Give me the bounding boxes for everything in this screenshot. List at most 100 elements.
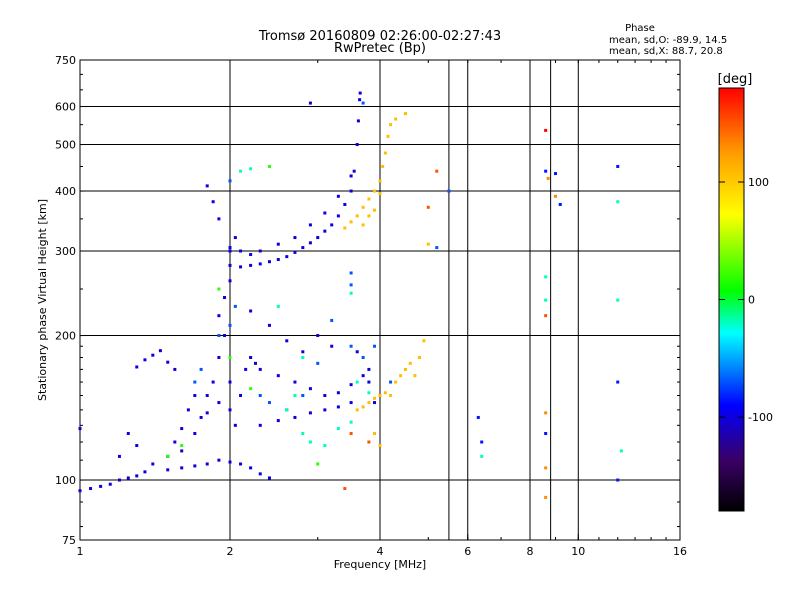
data-point	[544, 466, 548, 470]
data-point	[336, 405, 340, 409]
data-point	[249, 355, 253, 359]
data-point	[373, 208, 377, 212]
data-point	[78, 489, 82, 493]
data-point	[316, 462, 320, 466]
data-point	[308, 223, 312, 227]
data-point	[239, 394, 243, 398]
colorbar-ticks: -100 0 100	[718, 87, 773, 512]
data-point	[422, 339, 426, 343]
data-point	[373, 189, 377, 193]
colorbar-frame	[718, 87, 745, 512]
data-point	[180, 466, 184, 470]
data-point	[544, 495, 548, 499]
data-point	[349, 220, 353, 224]
data-point	[276, 258, 280, 262]
data-point	[355, 214, 359, 218]
data-point	[361, 405, 365, 409]
x-tick-label: 4	[377, 545, 384, 558]
data-point	[544, 432, 548, 436]
data-point	[349, 291, 353, 295]
data-point	[386, 134, 390, 138]
data-point	[367, 197, 371, 201]
data-point	[293, 415, 297, 419]
data-point	[267, 476, 271, 480]
data-point	[89, 487, 93, 491]
data-point	[158, 349, 162, 353]
data-point	[323, 229, 327, 233]
data-point	[367, 440, 371, 444]
y-tick-label: 400	[55, 185, 76, 198]
data-point	[616, 380, 620, 384]
data-point	[553, 172, 557, 176]
x-tick-label: 10	[571, 545, 585, 558]
data-point	[228, 263, 232, 267]
data-point	[228, 408, 232, 412]
data-point	[389, 380, 393, 384]
data-point	[349, 271, 353, 275]
data-point	[301, 394, 305, 398]
data-point	[447, 189, 451, 193]
data-point	[356, 119, 360, 123]
data-point	[373, 344, 377, 348]
data-point	[193, 432, 197, 436]
data-point	[403, 367, 407, 371]
data-point	[166, 468, 170, 472]
data-point	[258, 249, 262, 253]
x-tick-label: 1	[77, 545, 84, 558]
data-points	[78, 91, 623, 499]
data-point	[367, 401, 371, 405]
data-point	[285, 408, 289, 412]
data-point	[276, 374, 280, 378]
data-point	[355, 350, 359, 354]
data-point	[276, 419, 280, 423]
chart-subtitle: RwPretec (Bp)	[334, 41, 426, 56]
y-tick-label: 750	[55, 54, 76, 67]
data-point	[343, 226, 347, 230]
data-point	[173, 440, 177, 444]
data-point	[619, 449, 623, 453]
data-point	[343, 202, 347, 206]
y-tick-label: 100	[55, 474, 76, 487]
data-point	[285, 339, 289, 343]
data-point	[323, 444, 327, 448]
data-point	[330, 344, 334, 348]
data-point	[426, 242, 430, 246]
data-point	[616, 478, 620, 482]
data-point	[378, 444, 382, 448]
data-point	[316, 334, 320, 338]
data-point	[349, 174, 353, 178]
data-point	[435, 169, 439, 173]
y-tick-label: 600	[55, 101, 76, 114]
data-point	[267, 164, 271, 168]
data-point	[389, 394, 393, 398]
data-point	[358, 91, 362, 95]
data-point	[301, 432, 305, 436]
data-point	[228, 323, 232, 327]
data-point	[301, 246, 305, 250]
data-point	[217, 217, 221, 221]
data-point	[217, 287, 221, 291]
data-point	[205, 394, 209, 398]
data-point	[276, 242, 280, 246]
data-point	[199, 415, 203, 419]
data-point	[355, 380, 359, 384]
data-point	[301, 350, 305, 354]
data-point	[394, 117, 398, 121]
data-point	[323, 394, 327, 398]
data-point	[293, 394, 297, 398]
y-tick-label: 500	[55, 139, 76, 152]
data-point	[293, 236, 297, 240]
data-point	[249, 253, 253, 257]
data-point	[417, 355, 421, 359]
data-point	[258, 367, 262, 371]
data-point	[336, 427, 340, 431]
data-point	[217, 314, 221, 318]
data-point	[330, 223, 334, 227]
data-point	[403, 112, 407, 116]
y-tick-label: 75	[62, 534, 76, 547]
data-point	[267, 401, 271, 405]
data-point	[349, 344, 353, 348]
x-tick-label: 16	[673, 545, 687, 558]
data-point	[558, 202, 562, 206]
